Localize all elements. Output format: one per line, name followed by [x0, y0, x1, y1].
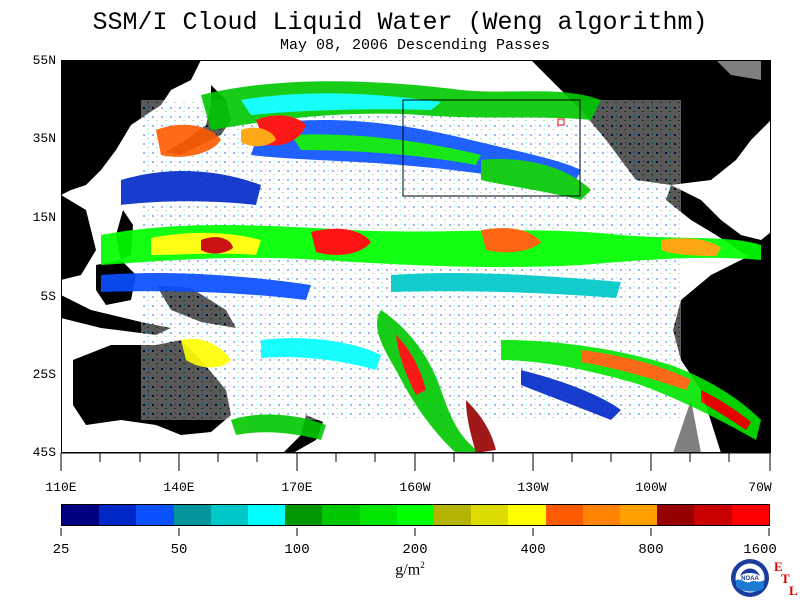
- station-marker: [557, 118, 565, 126]
- etl-letter-l: L: [789, 583, 798, 598]
- lat-label-15n: 15N: [32, 210, 56, 225]
- landmass-asia: [61, 60, 201, 195]
- lon-label-170e: 170E: [281, 480, 313, 495]
- map-title: SSM/I Cloud Liquid Water (Weng algorithm…: [92, 8, 708, 37]
- missing-data-patch: [716, 60, 761, 80]
- region-box: [402, 99, 581, 197]
- etl-mark: E T L: [774, 559, 800, 599]
- legend-label-25: 25: [52, 542, 70, 558]
- etl-letter-e: E: [774, 559, 783, 574]
- cloud-water-map: [61, 60, 771, 453]
- lat-label-55n: 55N: [32, 53, 56, 68]
- legend-swatch-8: [359, 505, 397, 525]
- legend-swatch-10: [434, 505, 472, 525]
- legend-swatch-16: [657, 505, 695, 525]
- landmass-indochina: [61, 195, 96, 280]
- legend-label-50: 50: [170, 542, 188, 558]
- legend-swatch-15: [620, 505, 658, 525]
- lon-label-110e: 110E: [45, 480, 77, 495]
- missing-data-wedge: [673, 400, 701, 453]
- lat-label-45s: 45S: [32, 445, 56, 460]
- noaa-logo-text: NOAA: [741, 576, 759, 582]
- lon-label-140e: 140E: [163, 480, 195, 495]
- legend-swatch-12: [508, 505, 546, 525]
- units-base: g/m: [395, 561, 421, 579]
- legend-swatch-11: [471, 505, 509, 525]
- lat-label-35n: 35N: [32, 131, 56, 146]
- legend-swatch-0: [62, 505, 100, 525]
- legend-swatch-18: [731, 505, 769, 525]
- etl-letter-t: T: [781, 571, 790, 586]
- legend-swatch-4: [210, 505, 249, 525]
- cloud-band-north-pacific: [121, 81, 601, 205]
- legend-label-1600: 1600: [743, 542, 777, 558]
- cloud-band-south-pacific: [181, 310, 761, 453]
- legend-label-200: 200: [402, 542, 428, 558]
- cloud-band-itcz: [101, 225, 761, 300]
- landmass-south-america: [673, 250, 771, 453]
- legend-label-800: 800: [638, 542, 664, 558]
- legend-swatch-13: [545, 505, 583, 525]
- legend-swatch-1: [99, 505, 137, 525]
- legend-swatch-2: [136, 505, 174, 525]
- lon-label-160w: 160W: [399, 480, 431, 495]
- map-subtitle: May 08, 2006 Descending Passes: [279, 37, 551, 54]
- legend-label-400: 400: [520, 542, 546, 558]
- legend-swatch-3: [173, 505, 211, 525]
- legend-swatch-14: [582, 505, 621, 525]
- lat-label-5s: 5S: [40, 289, 56, 304]
- lon-label-130w: 130W: [517, 480, 549, 495]
- color-legend: [61, 504, 770, 526]
- legend-swatch-9: [396, 505, 435, 525]
- lon-label-100w: 100W: [635, 480, 667, 495]
- noaa-logo-icon: NOAA: [731, 559, 769, 597]
- lat-label-25s: 25S: [32, 367, 56, 382]
- legend-units: g/m2: [370, 560, 450, 579]
- units-exponent: 2: [420, 560, 425, 570]
- legend-swatch-7: [322, 505, 360, 525]
- lon-label-70w: 70W: [748, 480, 772, 495]
- legend-label-100: 100: [284, 542, 310, 558]
- legend-swatch-6: [285, 505, 323, 525]
- legend-swatch-5: [248, 505, 286, 525]
- legend-swatch-17: [694, 505, 732, 525]
